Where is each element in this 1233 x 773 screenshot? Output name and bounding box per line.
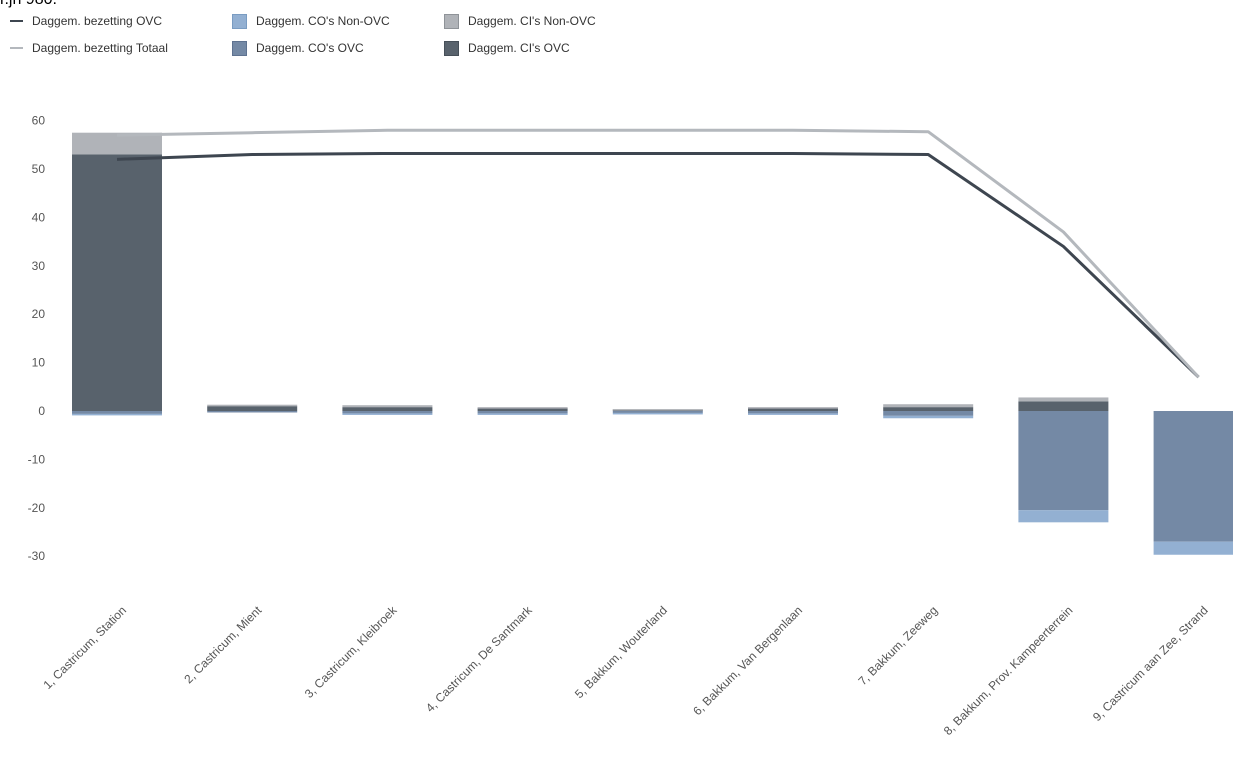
bar-segment [748,407,838,409]
chart-title-fragment: r.jh 980. [0,0,57,9]
x-category-label: 7, Bakkum, Zeeweg [855,603,940,688]
legend-item[interactable]: Daggem. CO's Non-OVC [232,12,444,30]
y-tick-label: -20 [28,501,46,515]
y-tick-label: 20 [32,307,46,321]
legend-item[interactable]: Daggem. CO's OVC [232,39,444,57]
bar-segment [72,132,162,155]
bar-segment [72,154,162,412]
legend-swatch-line [10,47,23,49]
legend-swatch-box [232,40,247,56]
x-category-label: 2, Castricum, Mient [181,603,264,686]
bar-segment [1018,401,1109,411]
legend-item[interactable]: Daggem. bezetting Totaal [10,39,232,57]
legend-label: Daggem. CO's OVC [256,41,364,55]
bar-segment [1153,541,1233,555]
bar-segment [612,412,703,415]
legend-item[interactable]: Daggem. CI's Non-OVC [444,12,644,30]
bar-segment [883,404,974,408]
x-category-label: 1, Castricum, Station [40,603,129,692]
bar-segment [72,413,162,416]
y-tick-label: -30 [28,549,46,563]
legend-item[interactable]: Daggem. CI's OVC [444,39,644,57]
bar-segment [1018,510,1109,523]
bar-segment [612,409,703,411]
bar-segment [612,411,703,413]
series-line [116,152,1200,379]
legend-swatch-box [444,40,459,56]
y-tick-label: 60 [32,114,46,128]
bar-segment [207,406,298,411]
x-category-label: 5, Bakkum, Wouterland [572,603,670,701]
bar-segment [477,408,568,411]
bar-segment [1018,397,1109,402]
x-category-label: 6, Bakkum, Van Bergenlaan [690,603,805,718]
bar-segment [1018,411,1109,511]
bar-segment [1153,411,1233,542]
x-category-label: 4, Castricum, De Santmark [423,603,535,715]
bar-segment [477,407,568,409]
legend-item[interactable]: Daggem. bezetting OVC [10,12,232,30]
bar-segment [477,413,568,415]
legend-swatch-box [444,13,459,29]
bar-segment [207,411,298,413]
bar-segment [342,411,433,414]
legend-label: Daggem. CO's Non-OVC [256,14,390,28]
legend-swatch-line [10,20,23,22]
legend-label: Daggem. bezetting OVC [32,14,163,28]
x-category-label: 3, Castricum, Kleibroek [302,603,400,701]
bar-segment [342,407,433,411]
bar-segment [883,411,974,416]
bar-segment [477,411,568,414]
y-tick-label: 50 [32,162,46,176]
legend-swatch-box [232,13,247,29]
legend-label: Daggem. CI's Non-OVC [468,14,596,28]
bar-segment [342,413,433,415]
legend-label: Daggem. CI's OVC [468,41,570,55]
y-tick-label: 30 [32,259,46,273]
bar-segment [748,413,838,415]
legend-label: Daggem. bezetting Totaal [32,41,168,55]
bar-segment [72,411,162,414]
bar-segment [748,408,838,411]
y-tick-label: -10 [28,452,46,466]
bar-segment [883,415,974,419]
y-tick-label: 0 [38,404,45,418]
bar-segment [748,411,838,414]
y-tick-label: 40 [32,210,46,224]
bar-segment [207,404,298,407]
series-line [116,128,1200,379]
bar-segment [342,405,433,408]
chart-legend: Daggem. bezetting OVC Daggem. CO's Non-O… [10,12,644,57]
y-tick-label: 10 [32,356,46,370]
x-category-label: 9, Castricum aan Zee, Strand [1090,603,1211,724]
bar-segment [883,407,974,411]
x-category-label: 8, Bakkum, Prov. Kampeerterrein [941,603,1076,738]
